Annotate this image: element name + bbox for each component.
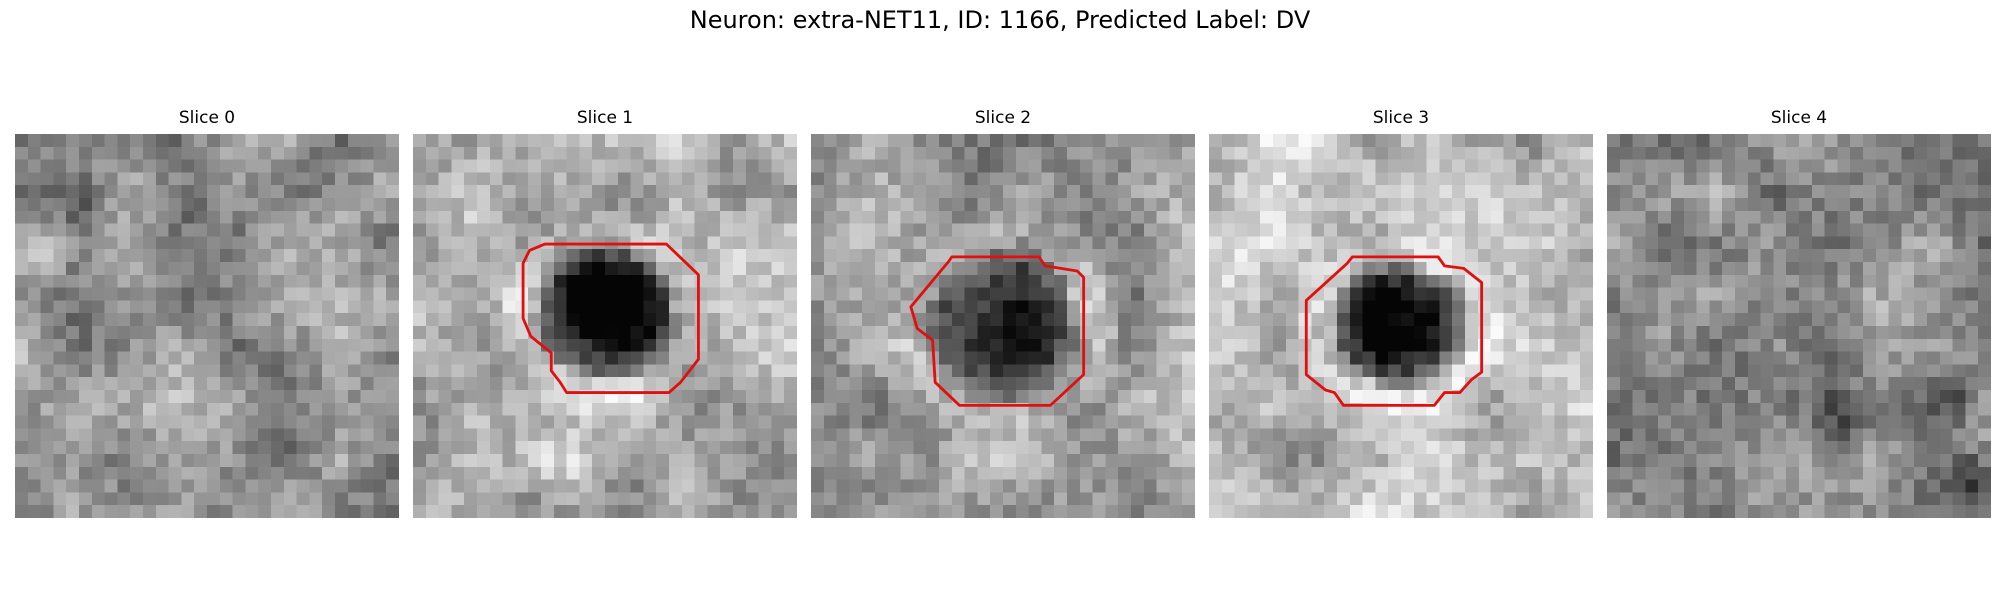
slice-title-4: Slice 4 [1770, 108, 1828, 128]
roi-outline-2 [909, 255, 1086, 407]
slice-title-0: Slice 0 [178, 108, 236, 128]
slice-image-3 [1209, 134, 1593, 518]
roi-outline-1 [521, 242, 700, 394]
slice-title-1: Slice 1 [576, 108, 634, 128]
slice-image-0 [15, 134, 399, 518]
figure-title: Neuron: extra-NET11, ID: 1166, Predicted… [689, 6, 1311, 34]
slice-image-1 [413, 134, 797, 518]
slice-image-2 [811, 134, 1195, 518]
slice-image-4 [1607, 134, 1991, 518]
slice-title-2: Slice 2 [974, 108, 1032, 128]
roi-outline-3 [1304, 255, 1484, 407]
slice-title-3: Slice 3 [1372, 108, 1430, 128]
